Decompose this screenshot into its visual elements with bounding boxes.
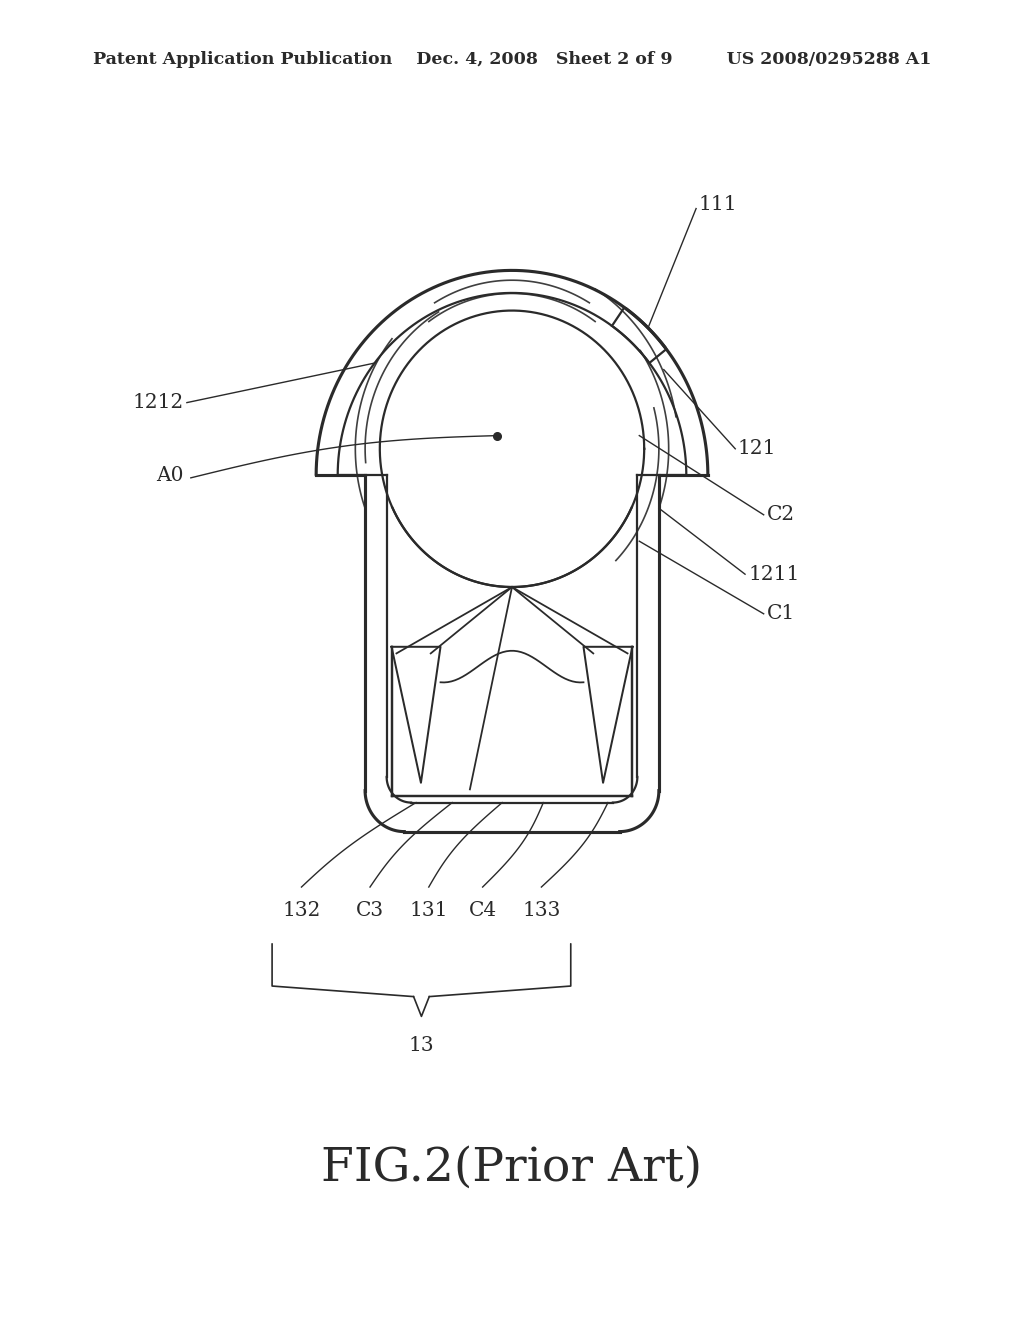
Text: 111: 111 <box>698 195 736 214</box>
Text: Patent Application Publication    Dec. 4, 2008   Sheet 2 of 9         US 2008/02: Patent Application Publication Dec. 4, 2… <box>93 51 931 67</box>
Text: 1212: 1212 <box>133 393 184 412</box>
Text: 1211: 1211 <box>749 565 801 583</box>
Text: C2: C2 <box>767 506 795 524</box>
Text: C4: C4 <box>469 902 497 920</box>
Text: C3: C3 <box>356 902 384 920</box>
Text: A0: A0 <box>157 466 184 484</box>
Text: FIG.2(Prior Art): FIG.2(Prior Art) <box>322 1146 702 1191</box>
Text: 121: 121 <box>737 440 776 458</box>
Text: 131: 131 <box>410 902 449 920</box>
Text: 133: 133 <box>522 902 560 920</box>
Text: 132: 132 <box>283 902 321 920</box>
Text: C1: C1 <box>767 605 795 623</box>
Text: 13: 13 <box>409 1036 434 1055</box>
